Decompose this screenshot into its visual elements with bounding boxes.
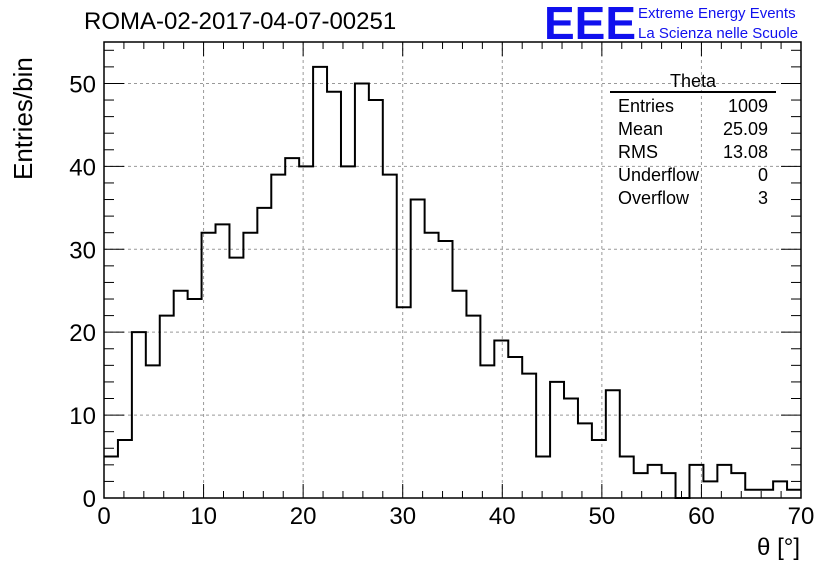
- x-tick-label: 30: [389, 503, 416, 530]
- axis-ticks: [103, 42, 802, 499]
- x-tick-label: 10: [190, 503, 217, 530]
- stat-value: 0: [757, 165, 768, 185]
- x-tick-label: 70: [788, 503, 815, 530]
- stat-row: RMS 13.08: [610, 141, 776, 164]
- histogram-outline: [104, 65, 801, 499]
- stat-label: Underflow: [618, 165, 700, 185]
- y-tick-label: 30: [69, 237, 96, 264]
- y-tick-label: 40: [69, 154, 96, 181]
- plot-frame: [103, 41, 802, 499]
- eee-logo: EEE: [544, 0, 637, 49]
- stat-label: Entries: [618, 96, 675, 116]
- stats-box: Theta Entries 1009 Mean 25.09 RMS 13.08 Und…: [610, 72, 776, 210]
- stats-title: Theta: [610, 72, 776, 93]
- chart-title: ROMA-02-2017-04-07-00251: [84, 8, 397, 35]
- x-tick-label: 50: [589, 503, 616, 530]
- stat-value: 13.08: [722, 142, 768, 162]
- y-tick-label: 50: [69, 71, 96, 98]
- stat-label: RMS: [618, 142, 658, 162]
- x-axis-label: θ [°]: [757, 534, 800, 561]
- x-tick-label: 0: [97, 503, 110, 530]
- stat-value: 25.09: [722, 119, 768, 139]
- stat-label: Overflow: [618, 188, 690, 208]
- stat-row: Underflow 0: [610, 164, 776, 187]
- stat-value: 3: [757, 188, 768, 208]
- stat-label: Mean: [618, 119, 664, 139]
- y-tick-label: 0: [83, 486, 96, 513]
- y-tick-label: 10: [69, 403, 96, 430]
- x-tick-label: 60: [688, 503, 715, 530]
- stat-row: Entries 1009: [610, 95, 776, 118]
- logo-tagline-2: La Scienza nelle Scuole: [638, 25, 799, 42]
- grid-lines: [104, 42, 801, 498]
- y-tick-label: 20: [69, 320, 96, 347]
- x-tick-label: 20: [290, 503, 317, 530]
- y-axis-label: Entries/bin: [8, 57, 38, 180]
- stat-row: Overflow 3: [610, 187, 776, 210]
- x-tick-label: 40: [489, 503, 516, 530]
- stat-row: Mean 25.09: [610, 118, 776, 141]
- stat-value: 1009: [727, 96, 768, 116]
- logo-tagline-1: Extreme Energy Events: [638, 5, 796, 22]
